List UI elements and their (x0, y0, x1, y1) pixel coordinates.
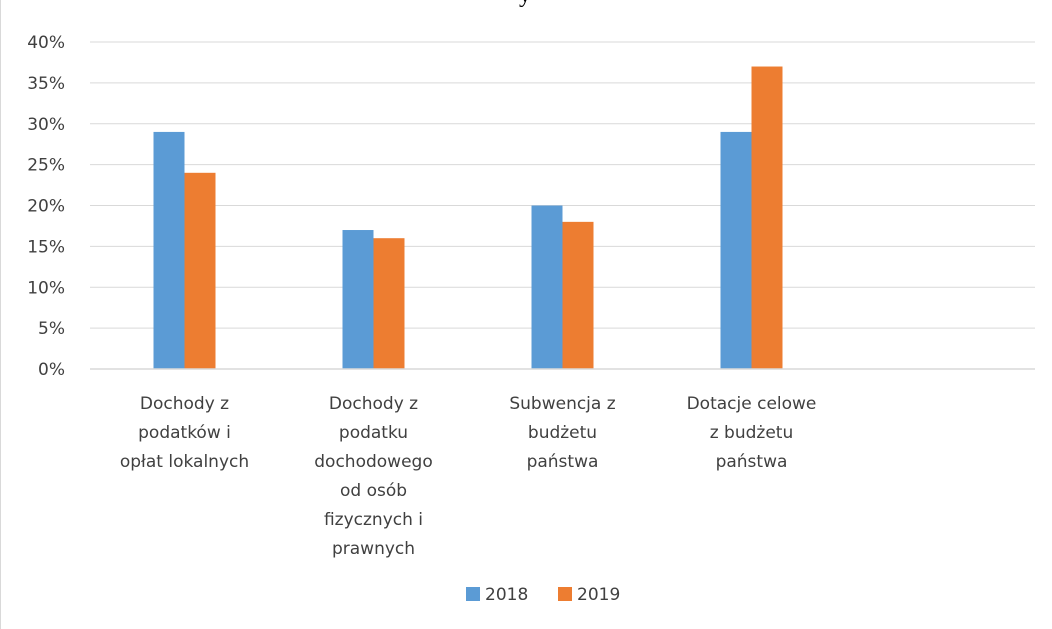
y-tick-label: 20% (27, 197, 65, 217)
bar-2019-0 (184, 172, 216, 369)
bar-2019-3 (751, 66, 783, 370)
bar-2018-1 (342, 230, 374, 369)
legend-swatch-2019 (558, 587, 572, 601)
clipped-title: y (300, 0, 750, 9)
bars (153, 66, 783, 370)
axes: 0% 5% 10% 15% 20% 25% 30% 35% 40% Dochody z podatk… (27, 33, 1035, 559)
bar-2019-1 (373, 238, 405, 369)
x-category-label: Subwencja z budżetu państwa (509, 394, 615, 472)
legend-label-2018: 2018 (485, 585, 528, 605)
legend: 2018 2019 (466, 585, 620, 605)
bar-2019-2 (562, 221, 594, 369)
y-tick-label: 5% (38, 319, 65, 339)
x-category-label: Dochody z podatków i opłat lokalnych (120, 394, 249, 472)
bar-2018-0 (153, 131, 185, 369)
y-tick-label: 10% (27, 278, 65, 298)
bar-2018-3 (720, 131, 752, 369)
y-tick-label: 15% (27, 237, 65, 257)
y-tick-label: 35% (27, 74, 65, 94)
y-tick-label: 0% (38, 360, 65, 380)
x-category-label: Dochody z podatku dochodowego od osób fizycz… (314, 394, 432, 559)
legend-label-2019: 2019 (577, 585, 620, 605)
legend-swatch-2018 (466, 587, 480, 601)
y-tick-label: 40% (27, 33, 65, 53)
bar-2018-2 (531, 205, 563, 369)
x-category-label: Dotacje celowe z budżetu państwa (687, 394, 817, 472)
y-tick-label: 30% (27, 115, 65, 135)
y-tick-label: 25% (27, 156, 65, 176)
